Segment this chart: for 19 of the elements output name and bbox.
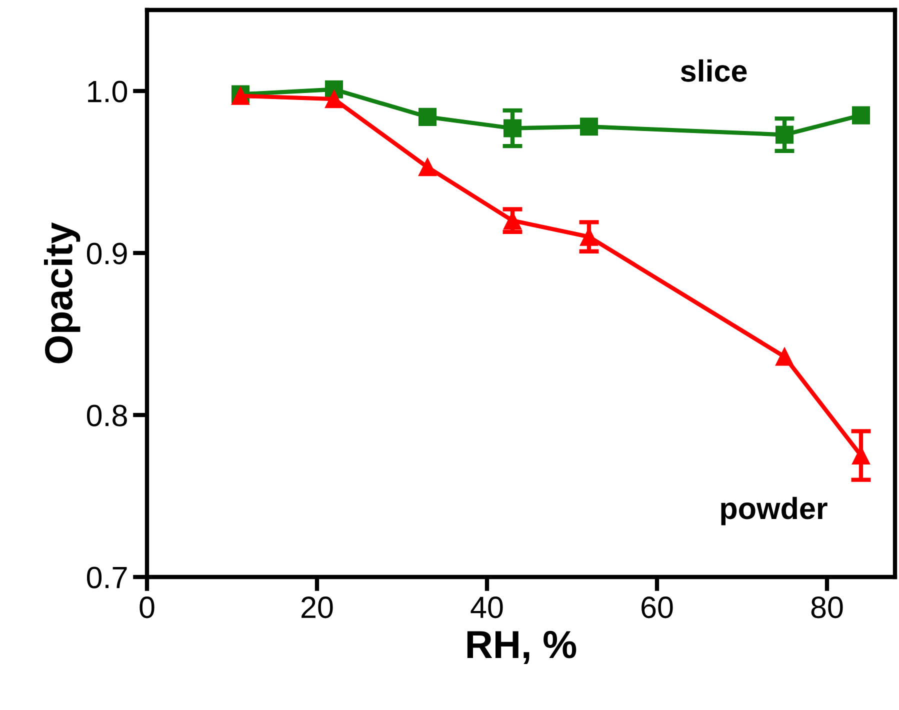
point — [418, 158, 437, 176]
y-tick-label: 0.7 — [86, 566, 127, 588]
x-tick-label: 60 — [642, 596, 673, 618]
x-tick-label: 20 — [302, 596, 333, 618]
point — [580, 118, 598, 136]
x-axis-title: RH, % — [467, 630, 576, 664]
y-tick-label: 1.0 — [88, 80, 128, 102]
point — [852, 106, 870, 124]
y-axis-title: Opacity — [44, 222, 80, 364]
y-tick-label: 0.9 — [86, 242, 127, 264]
series-label: slice — [680, 59, 747, 82]
series-label: powder — [721, 496, 828, 526]
point — [775, 348, 794, 366]
x-tick-label: 0 — [140, 596, 154, 618]
point — [418, 108, 437, 126]
x-tick-label: 40 — [470, 596, 503, 618]
point — [324, 90, 344, 108]
x-tick-label: 80 — [811, 596, 843, 618]
y-tick-label: 0.8 — [86, 404, 127, 426]
